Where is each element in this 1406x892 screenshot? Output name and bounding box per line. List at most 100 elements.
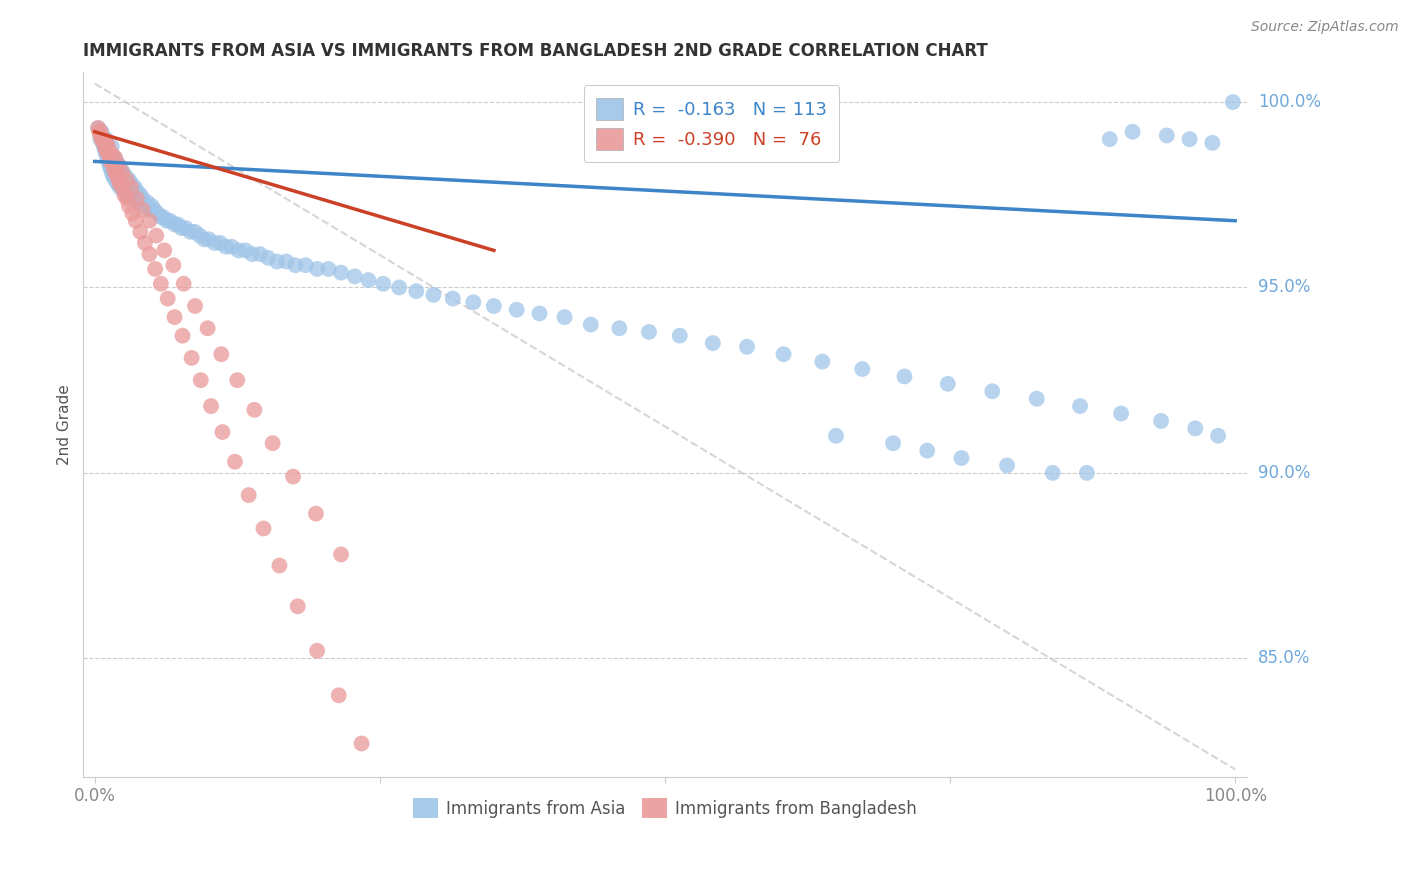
Point xyxy=(1109,407,1132,421)
Point xyxy=(422,288,444,302)
Point xyxy=(107,158,129,172)
Point xyxy=(94,143,117,157)
Point xyxy=(110,161,132,176)
Point xyxy=(125,213,148,227)
Point xyxy=(1222,95,1244,109)
Point xyxy=(305,507,328,521)
Point xyxy=(257,251,280,265)
Text: 90.0%: 90.0% xyxy=(1258,464,1310,482)
Point xyxy=(107,177,129,191)
Point xyxy=(131,192,153,206)
Point xyxy=(101,147,124,161)
Point xyxy=(307,644,329,658)
Point xyxy=(104,173,127,187)
Point xyxy=(1178,132,1201,146)
Point xyxy=(111,180,134,194)
Point xyxy=(100,161,122,176)
Point xyxy=(101,139,124,153)
Point xyxy=(149,210,172,224)
Point xyxy=(89,125,111,139)
Point xyxy=(125,192,148,206)
Point xyxy=(131,202,153,217)
Point xyxy=(101,165,124,179)
Point xyxy=(136,195,159,210)
Point xyxy=(103,151,125,165)
Point xyxy=(252,521,274,535)
Point xyxy=(94,139,117,153)
Point xyxy=(579,318,602,332)
Point xyxy=(108,180,131,194)
Point xyxy=(105,165,128,179)
Point xyxy=(388,280,411,294)
Point xyxy=(127,195,149,210)
Point xyxy=(330,548,353,562)
Point xyxy=(1098,132,1121,146)
Point xyxy=(104,165,127,179)
Point xyxy=(224,455,246,469)
Point xyxy=(284,258,307,272)
Point xyxy=(170,221,193,235)
Point xyxy=(156,292,179,306)
Point xyxy=(118,199,141,213)
Point xyxy=(118,173,141,187)
Point xyxy=(89,128,111,143)
Point xyxy=(668,328,690,343)
Point xyxy=(607,321,630,335)
Point xyxy=(129,187,152,202)
Point xyxy=(93,139,115,153)
Text: 95.0%: 95.0% xyxy=(1258,278,1310,296)
Point xyxy=(238,488,260,502)
Point xyxy=(179,225,201,239)
Point xyxy=(433,888,456,892)
Point xyxy=(94,136,117,150)
Point xyxy=(249,247,271,261)
Point xyxy=(188,228,211,243)
Point xyxy=(97,139,120,153)
Point xyxy=(375,785,398,799)
Point xyxy=(1025,392,1047,406)
Point xyxy=(100,154,122,169)
Point xyxy=(180,351,202,365)
Point xyxy=(115,187,138,202)
Text: 85.0%: 85.0% xyxy=(1258,649,1310,667)
Point xyxy=(702,336,724,351)
Point xyxy=(98,158,121,172)
Point xyxy=(159,213,181,227)
Point xyxy=(96,143,118,157)
Point xyxy=(328,688,350,702)
Point xyxy=(330,266,353,280)
Point xyxy=(228,244,250,258)
Point xyxy=(153,244,176,258)
Point xyxy=(893,369,915,384)
Point xyxy=(104,151,127,165)
Point xyxy=(90,125,112,139)
Text: Source: ZipAtlas.com: Source: ZipAtlas.com xyxy=(1251,20,1399,34)
Point xyxy=(441,292,464,306)
Point xyxy=(174,221,197,235)
Point xyxy=(101,154,124,169)
Point xyxy=(851,362,873,376)
Point xyxy=(124,180,146,194)
Point xyxy=(103,161,125,176)
Point xyxy=(97,154,120,169)
Text: 100.0%: 100.0% xyxy=(1258,93,1320,112)
Point xyxy=(307,261,329,276)
Point xyxy=(115,173,138,187)
Point xyxy=(1201,136,1223,150)
Point xyxy=(1076,466,1098,480)
Point xyxy=(343,269,366,284)
Point xyxy=(554,310,576,325)
Point xyxy=(373,277,395,291)
Point xyxy=(173,277,195,291)
Point xyxy=(211,425,233,439)
Point xyxy=(772,347,794,361)
Point xyxy=(107,173,129,187)
Point xyxy=(233,244,256,258)
Point xyxy=(482,299,505,313)
Point xyxy=(243,402,266,417)
Point xyxy=(200,399,222,413)
Point xyxy=(94,143,117,157)
Point xyxy=(294,258,316,272)
Point xyxy=(155,213,177,227)
Point xyxy=(1042,466,1064,480)
